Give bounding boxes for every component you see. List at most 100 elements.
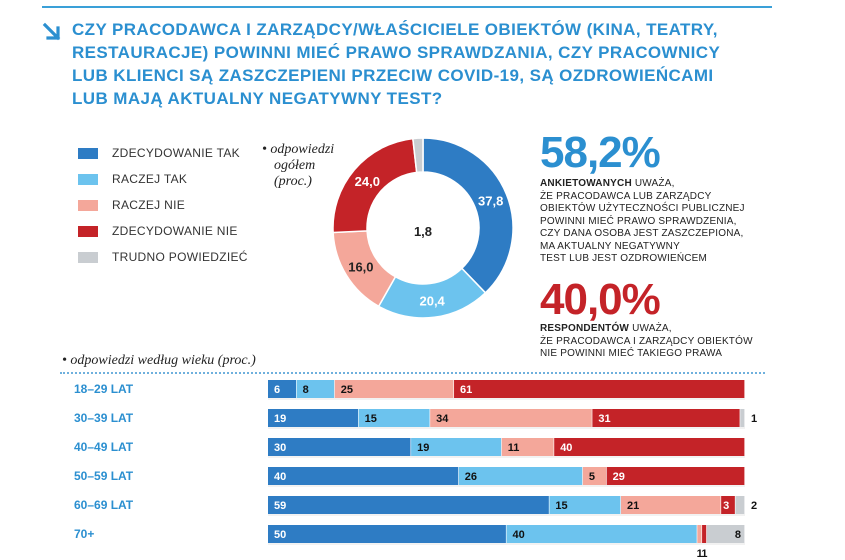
bar-segment (268, 438, 411, 456)
legend-label: RACZEJ NIE (112, 198, 186, 212)
bar-segment (458, 467, 583, 485)
bar-value-label: 61 (460, 384, 472, 396)
legend-item: RACZEJ TAK (78, 166, 248, 192)
bar-segment (334, 380, 454, 398)
donut-slice (422, 137, 514, 294)
bar-value-label: 59 (274, 500, 286, 512)
stat-line: MA AKTUALNY NEGATYWNY (540, 240, 680, 252)
legend: ZDECYDOWANIE TAK RACZEJ TAK RACZEJ NIE Z… (78, 140, 248, 270)
bar-segment (735, 496, 745, 514)
bar-value-label: 25 (341, 384, 353, 396)
pie-note-line: ogółem (274, 158, 316, 173)
pie-note-line: (proc.) (274, 174, 312, 189)
donut-value-label: 20,4 (419, 293, 445, 308)
bar-segment (620, 496, 721, 514)
age-note: • odpowiedzi według wieku (proc.) (62, 353, 256, 368)
legend-swatch (78, 173, 98, 185)
legend-label: TRUDNO POWIEDZIEĆ (112, 250, 248, 264)
bar-segment (411, 438, 502, 456)
stat-bold: RESPONDENTÓW (540, 323, 630, 334)
bar-segment (358, 409, 430, 427)
bar-segment (606, 467, 745, 485)
legend-label: RACZEJ TAK (112, 172, 188, 186)
age-group-label: 50–59 LAT (74, 469, 134, 483)
arrow-down-right-icon (42, 22, 64, 44)
stat-line: POWINNI MIEĆ PRAWO SPRAWDZENIA, (540, 215, 737, 227)
bar-value-label: 30 (274, 442, 286, 454)
stat-line: CZY DANA OSOBA JEST ZASZCZEPIONA, (540, 228, 744, 239)
legend-item: ZDECYDOWANIE NIE (78, 218, 248, 244)
stat-line: UWAŻA, (634, 178, 675, 189)
age-group-label: 40–49 LAT (74, 440, 134, 454)
bar-value-label: 19 (417, 442, 429, 454)
bar-value-label: 21 (627, 500, 639, 512)
bar-value-label: 15 (365, 413, 377, 425)
donut-value-label: 1,8 (414, 224, 432, 239)
bar-value-label: 31 (598, 413, 610, 425)
legend-item: TRUDNO POWIEDZIEĆ (78, 244, 248, 270)
legend-item: RACZEJ NIE (78, 192, 248, 218)
legend-swatch (78, 147, 98, 159)
bar-value-label: 40 (513, 529, 525, 541)
stat-line: UWAŻA, (632, 323, 672, 334)
bar-value-label: 50 (274, 529, 286, 541)
pie-note: • odpowiedzi ogółem (proc.) (262, 142, 352, 190)
bar-segment (268, 409, 359, 427)
pie-note-text: odpowiedzi (270, 142, 335, 157)
bar-value-label: 3 (723, 500, 729, 512)
age-group-label: 60–69 LAT (74, 498, 134, 512)
bar-value-label: 8 (303, 384, 309, 396)
legend-swatch (78, 251, 98, 263)
age-group-label: 70+ (74, 527, 95, 541)
stat-line: NIE POWINNI MIEĆ TAKIEGO PRAWA (540, 348, 723, 359)
donut-value-label: 16,0 (348, 259, 373, 274)
legend-swatch (78, 225, 98, 237)
bar-segment (268, 380, 297, 398)
donut-slice (412, 137, 424, 174)
bar-segment (549, 496, 621, 514)
bar-segment (554, 438, 745, 456)
legend-item: ZDECYDOWANIE TAK (78, 140, 248, 166)
stat-line: ŻE PRACODAWCA I ZARZĄDCY OBIEKTÓW (540, 335, 753, 347)
bar-value-label: 8 (735, 529, 741, 541)
donut-value-label: 24,0 (355, 174, 380, 189)
bar-segment (268, 525, 506, 543)
bar-segment (592, 409, 740, 427)
bar-segment (706, 525, 745, 543)
bar-segment (702, 525, 707, 543)
headline: CZY PRACODAWCA I ZARZĄDCY/WŁAŚCICIELE OB… (72, 20, 720, 108)
stat-description-no: RESPONDENTÓW UWAŻA, ŻE PRACODAWCA I ZARZ… (540, 323, 780, 361)
bar-value-label: 26 (465, 471, 477, 483)
pie-note-line: • odpowiedzi (262, 142, 335, 157)
bar-segment (721, 496, 735, 514)
legend-swatch (78, 199, 98, 211)
legend-label: ZDECYDOWANIE TAK (112, 146, 240, 160)
bar-value-label: 2 (751, 500, 757, 512)
stat-line: ŻE PRACODAWCA LUB ZARZĄDCY (540, 190, 712, 202)
bar-value-label: 15 (555, 500, 567, 512)
bar-segment (501, 438, 554, 456)
bar-segment (697, 525, 702, 543)
stat-bold: ANKIETOWANYCH (540, 178, 632, 189)
bar-value-label: 6 (274, 384, 280, 396)
stat-line: OBIEKTÓW UŻYTECZNOŚCI PUBLICZNEJ (540, 203, 745, 214)
top-rule (42, 6, 772, 8)
bar-segment (268, 467, 459, 485)
stat-line: TEST LUB JEST OZDROWIEŃCEM (540, 253, 708, 264)
stat-value-no: 40,0% (540, 275, 661, 324)
bar-segment (430, 409, 592, 427)
dotted-rule (60, 372, 765, 374)
bar-value-label: 40 (560, 442, 572, 454)
bar-value-label: 1 (701, 548, 707, 560)
bar-segment (740, 409, 745, 427)
donut-chart: 37,8 20,4 16,0 24,0 1,8 (332, 137, 514, 319)
bar-segment (506, 525, 697, 543)
legend-label: ZDECYDOWANIE NIE (112, 224, 238, 238)
age-group-label: 30–39 LAT (74, 411, 134, 425)
stat-value-yes: 58,2% (540, 128, 661, 177)
bar-value-label: 1 (697, 548, 703, 560)
donut-value-label: 37,8 (478, 194, 503, 209)
bar-segment (296, 380, 335, 398)
age-note-text: odpowiedzi według wieku (proc.) (70, 353, 256, 368)
